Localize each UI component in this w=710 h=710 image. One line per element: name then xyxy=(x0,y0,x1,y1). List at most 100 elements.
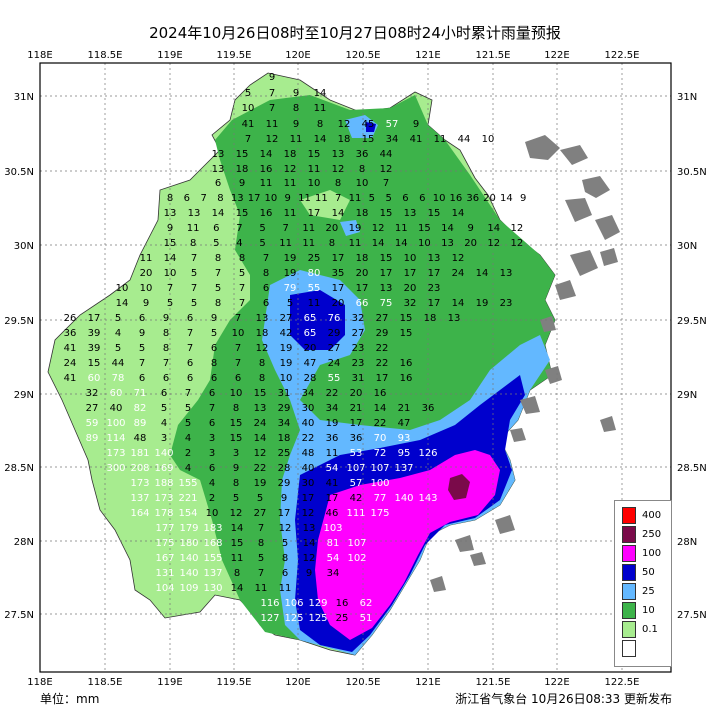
station-value: 31 xyxy=(352,373,365,384)
station-value: 175 xyxy=(370,508,389,519)
station-value: 19 xyxy=(280,358,293,369)
axis-label-bottom: 122E xyxy=(544,677,569,688)
station-value: 13 xyxy=(500,268,513,279)
station-value: 19 xyxy=(284,253,297,264)
station-value: 59 xyxy=(86,418,99,429)
station-value: 16 xyxy=(260,208,273,219)
station-value: 5 xyxy=(213,238,219,249)
station-value: 7 xyxy=(239,283,245,294)
station-value: 8 xyxy=(190,238,196,249)
station-value: 9 xyxy=(239,178,245,189)
station-value: 4 xyxy=(236,238,242,249)
station-value: 14 xyxy=(441,223,454,234)
station-value: 19 xyxy=(284,268,297,279)
station-value: 126 xyxy=(418,448,437,459)
station-value: 10 xyxy=(140,283,153,294)
station-value: 4 xyxy=(185,433,191,444)
station-value: 12 xyxy=(303,553,316,564)
station-value: 140 xyxy=(154,448,173,459)
station-value: 6 xyxy=(263,283,269,294)
station-value: 24 xyxy=(64,358,77,369)
station-value: 14 xyxy=(500,193,513,204)
station-value: 168 xyxy=(203,538,222,549)
station-value: 12 xyxy=(452,253,465,264)
station-value: 5 xyxy=(185,403,191,414)
station-value: 109 xyxy=(179,583,198,594)
station-value: 12 xyxy=(372,223,385,234)
station-value: 15 xyxy=(254,388,267,399)
station-value: 9 xyxy=(281,493,287,504)
station-value: 8 xyxy=(258,538,264,549)
station-value: 8 xyxy=(233,478,239,489)
station-value: 36 xyxy=(466,193,479,204)
station-value: 6 xyxy=(211,373,217,384)
station-value: 130 xyxy=(203,583,222,594)
station-value: 13 xyxy=(428,253,441,264)
station-value: 42 xyxy=(350,493,363,504)
station-value: 22 xyxy=(254,463,267,474)
station-value: 89 xyxy=(86,433,99,444)
axis-label-left: 29.5N xyxy=(4,316,34,327)
station-value: 11 xyxy=(284,178,297,189)
axis-label-top: 120.5E xyxy=(346,50,381,61)
axis-label-bottom: 120E xyxy=(285,677,310,688)
station-value: 20 xyxy=(304,343,317,354)
station-value: 16 xyxy=(374,388,387,399)
station-value: 12 xyxy=(284,164,297,175)
station-value: 29 xyxy=(278,478,291,489)
axis-label-right: 31N xyxy=(677,92,697,103)
station-value: 178 xyxy=(154,508,173,519)
station-value: 10 xyxy=(433,193,446,204)
station-value: 30 xyxy=(302,403,315,414)
station-value: 40 xyxy=(302,463,315,474)
station-value: 27 xyxy=(352,328,365,339)
station-value: 10 xyxy=(418,238,431,249)
station-value: 27 xyxy=(86,403,99,414)
station-value: 17 xyxy=(380,268,393,279)
station-value: 65 xyxy=(304,313,317,324)
station-value: 6 xyxy=(187,358,193,369)
station-value: 177 xyxy=(155,523,174,534)
station-value: 114 xyxy=(106,433,125,444)
station-value: 14 xyxy=(231,523,244,534)
axis-label-left: 29N xyxy=(14,390,34,401)
map-title: 2024年10月26日08时至10月27日08时24小时累计雨量预报 xyxy=(149,24,561,42)
station-value: 23 xyxy=(500,298,513,309)
station-value: 8 xyxy=(259,358,265,369)
station-value: 17 xyxy=(332,253,345,264)
station-value: 36 xyxy=(350,433,363,444)
station-value: 6 xyxy=(211,343,217,354)
axis-label-left: 27.5N xyxy=(4,610,34,621)
station-value: 6 xyxy=(263,298,269,309)
station-value: 78 xyxy=(112,373,125,384)
station-value: 19 xyxy=(280,343,293,354)
station-value: 60 xyxy=(88,373,101,384)
legend-label: 100 xyxy=(642,548,662,559)
station-value: 167 xyxy=(155,553,174,564)
station-value: 11 xyxy=(140,253,153,264)
axis-label-top: 121E xyxy=(415,50,440,61)
station-value: 9 xyxy=(520,193,526,204)
station-value: 14 xyxy=(487,223,500,234)
station-value: 12 xyxy=(332,164,345,175)
station-value: 18 xyxy=(338,134,351,145)
station-value: 34 xyxy=(302,388,315,399)
station-value: 11 xyxy=(395,223,408,234)
station-value: 54 xyxy=(326,463,339,474)
station-value: 11 xyxy=(290,134,303,145)
station-value: 17 xyxy=(278,508,291,519)
station-value: 75 xyxy=(380,298,393,309)
station-value: 22 xyxy=(374,418,387,429)
legend-label: 50 xyxy=(642,567,655,578)
station-value: 13 xyxy=(441,238,454,249)
axis-label-right: 28.5N xyxy=(677,463,707,474)
station-value: 8 xyxy=(211,358,217,369)
station-value: 8 xyxy=(359,164,365,175)
station-value: 6 xyxy=(402,193,408,204)
station-value: 11 xyxy=(302,223,315,234)
station-value: 12 xyxy=(511,223,524,234)
station-value: 44 xyxy=(112,358,125,369)
station-value: 5 xyxy=(257,493,263,504)
axis-label-left: 30.5N xyxy=(4,167,34,178)
station-value: 36 xyxy=(326,433,339,444)
